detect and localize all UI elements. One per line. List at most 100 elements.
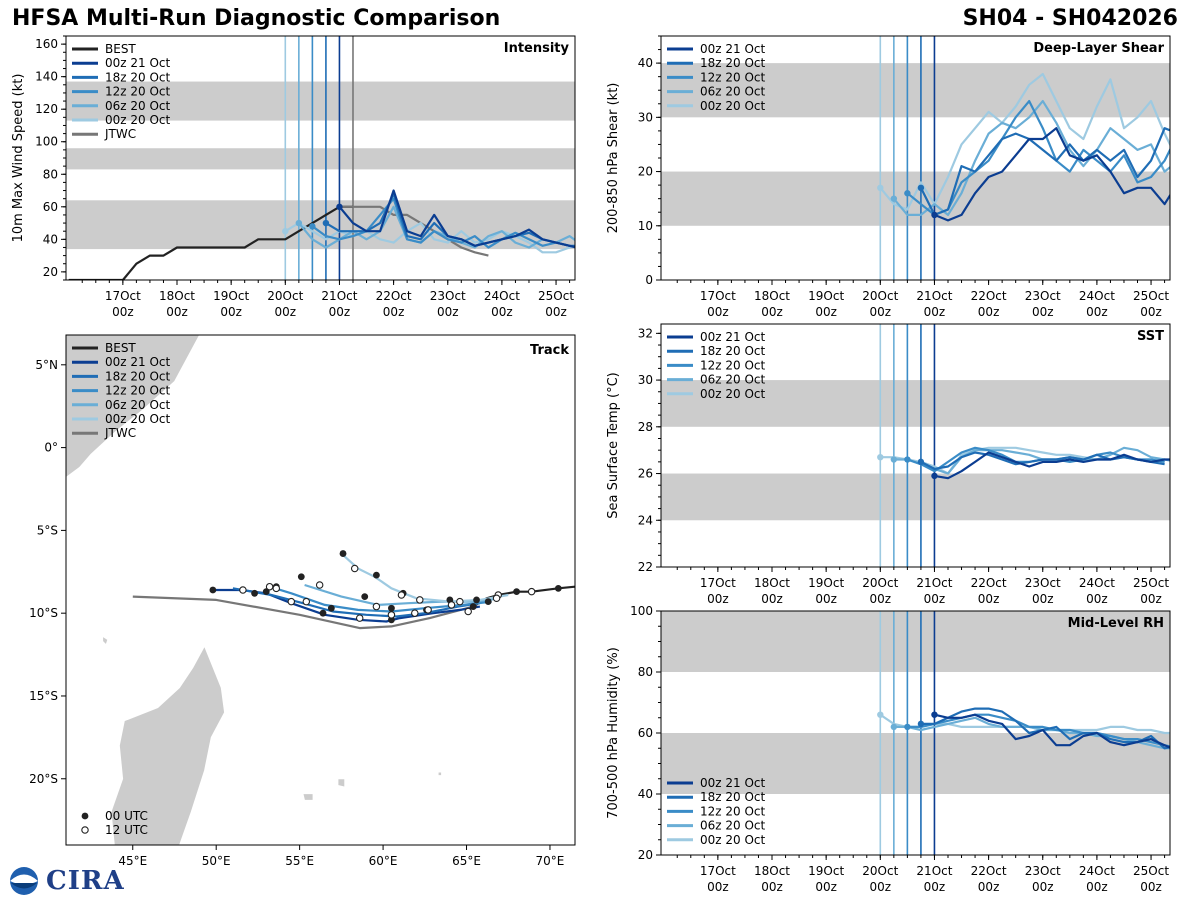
track-line bbox=[232, 587, 481, 618]
legend-label: 06z 20 Oct bbox=[700, 373, 766, 387]
x-tick-label: 00z bbox=[707, 592, 729, 606]
marker-00utc bbox=[361, 593, 369, 601]
lon-tick-label: 50°E bbox=[202, 854, 231, 868]
legend-label: 18z 20 Oct bbox=[700, 56, 766, 70]
x-tick-label: 00z bbox=[383, 305, 405, 319]
series-start-marker bbox=[917, 458, 925, 466]
legend-label: 06z 20 Oct bbox=[700, 85, 766, 99]
x-tick-label: 00z bbox=[924, 880, 946, 894]
x-tick-label: 19Oct bbox=[213, 289, 249, 303]
legend-label: 00z 21 Oct bbox=[700, 776, 766, 790]
y-tick-label: 40 bbox=[638, 787, 653, 801]
x-tick-label: 00z bbox=[1140, 592, 1162, 606]
marker-12utc bbox=[387, 611, 396, 619]
legend-label: 00z 21 Oct bbox=[105, 56, 171, 70]
series-start-marker bbox=[904, 456, 911, 463]
marker-00utc bbox=[339, 550, 347, 557]
series-start-marker bbox=[322, 219, 330, 227]
series-start-marker bbox=[890, 195, 898, 202]
plot-frame bbox=[660, 323, 1171, 568]
x-tick-label: 22Oct bbox=[376, 289, 412, 303]
threshold-band bbox=[661, 63, 1170, 118]
y-tick-label: 100 bbox=[630, 604, 653, 618]
series-start-marker bbox=[931, 472, 938, 480]
track-line bbox=[132, 595, 474, 630]
marker-12utc bbox=[416, 596, 424, 604]
marker-12utc bbox=[447, 601, 456, 609]
x-tick-label: 00z bbox=[220, 305, 242, 319]
legend-label: JTWC bbox=[104, 426, 136, 440]
x-tick-label: 00z bbox=[437, 305, 459, 319]
series-line bbox=[919, 127, 1170, 216]
x-tick-label: 21Oct bbox=[916, 864, 952, 878]
land-mauritius bbox=[337, 778, 346, 788]
threshold-band bbox=[66, 200, 575, 250]
y-tick-label: 20 bbox=[638, 165, 653, 179]
threshold-band bbox=[661, 733, 1170, 794]
marker-12utc bbox=[456, 597, 464, 606]
legend-label: 12 UTC bbox=[105, 823, 148, 837]
noaa-logo-icon bbox=[10, 867, 38, 895]
series-line bbox=[934, 713, 1170, 749]
x-tick-label: 20Oct bbox=[267, 289, 303, 303]
x-tick-label: 00z bbox=[166, 305, 188, 319]
y-axis-label: 700-500 hPa Humidity (%) bbox=[606, 647, 621, 819]
x-tick-label: 24Oct bbox=[484, 289, 520, 303]
y-tick-label: 60 bbox=[43, 200, 58, 214]
y-axis-label: Sea Surface Temp (°C) bbox=[606, 372, 621, 519]
x-tick-label: 22Oct bbox=[971, 289, 1007, 303]
marker-00utc bbox=[388, 604, 395, 612]
logo-text: CIRA bbox=[46, 866, 125, 896]
series-start-marker bbox=[931, 711, 938, 718]
y-tick-label: 20 bbox=[43, 265, 58, 279]
y-tick-label: 28 bbox=[638, 420, 653, 434]
series-start-marker bbox=[877, 184, 884, 192]
legend-label: 06z 20 Oct bbox=[700, 819, 766, 833]
x-tick-label: 25Oct bbox=[1133, 576, 1169, 590]
legend-label: 00z 21 Oct bbox=[700, 42, 766, 56]
series-line bbox=[920, 707, 1170, 750]
land-comoros bbox=[102, 635, 109, 646]
land-rodrigues bbox=[437, 771, 442, 776]
x-tick-label: 00z bbox=[870, 305, 892, 319]
legend-label: 12z 20 Oct bbox=[105, 384, 171, 398]
panel-title: Intensity bbox=[504, 41, 570, 56]
x-tick-label: 23Oct bbox=[1025, 576, 1061, 590]
y-tick-label: 22 bbox=[638, 560, 653, 574]
y-tick-label: 30 bbox=[638, 373, 653, 387]
x-tick-label: 00z bbox=[815, 592, 837, 606]
x-tick-label: 17Oct bbox=[700, 576, 736, 590]
panel-shear: 0 10 20 30 40 17Oct 00z 18Oct 00z 19Oct 00z 20Oct 00… bbox=[606, 35, 1171, 319]
legend-label: 18z 20 Oct bbox=[700, 344, 766, 358]
plot-area-track bbox=[66, 335, 575, 845]
x-tick-label: 18Oct bbox=[159, 289, 195, 303]
plot-area-shear bbox=[661, 36, 1170, 280]
y-tick-label: 80 bbox=[43, 167, 58, 181]
marker-00utc bbox=[484, 598, 492, 605]
x-tick-label: 21Oct bbox=[916, 576, 952, 590]
marker-12utc bbox=[492, 594, 501, 603]
marker-12utc bbox=[464, 607, 472, 616]
x-tick-label: 00z bbox=[275, 305, 297, 319]
plot-area-rh bbox=[661, 611, 1170, 855]
legend-label: 00z 20 Oct bbox=[700, 387, 766, 401]
x-tick-label: 00z bbox=[545, 305, 567, 319]
lon-tick-label: 60°E bbox=[369, 854, 398, 868]
y-tick-label: 32 bbox=[638, 326, 653, 340]
x-tick-label: 21Oct bbox=[916, 289, 952, 303]
marker-12utc bbox=[272, 584, 281, 593]
panel-track: 45°E 50°E 55°E 60°E 65°E 70°E 5°N 0° 5°S 10°S 15°S… bbox=[29, 334, 576, 868]
series-start-marker bbox=[890, 456, 898, 463]
legend-label: 00z 20 Oct bbox=[105, 412, 171, 426]
legend-label: 12z 20 Oct bbox=[105, 85, 171, 99]
series-line bbox=[297, 205, 575, 249]
lat-tick-label: 0° bbox=[44, 441, 58, 455]
y-axis-label: 10m Max Wind Speed (kt) bbox=[11, 74, 26, 243]
marker-12utc bbox=[355, 614, 364, 622]
threshold-band bbox=[661, 611, 1170, 672]
x-tick-label: 22Oct bbox=[971, 864, 1007, 878]
legend-label: BEST bbox=[105, 341, 136, 355]
marker-00utc bbox=[319, 609, 327, 617]
series-line bbox=[893, 716, 1170, 750]
y-tick-label: 0 bbox=[645, 273, 653, 287]
